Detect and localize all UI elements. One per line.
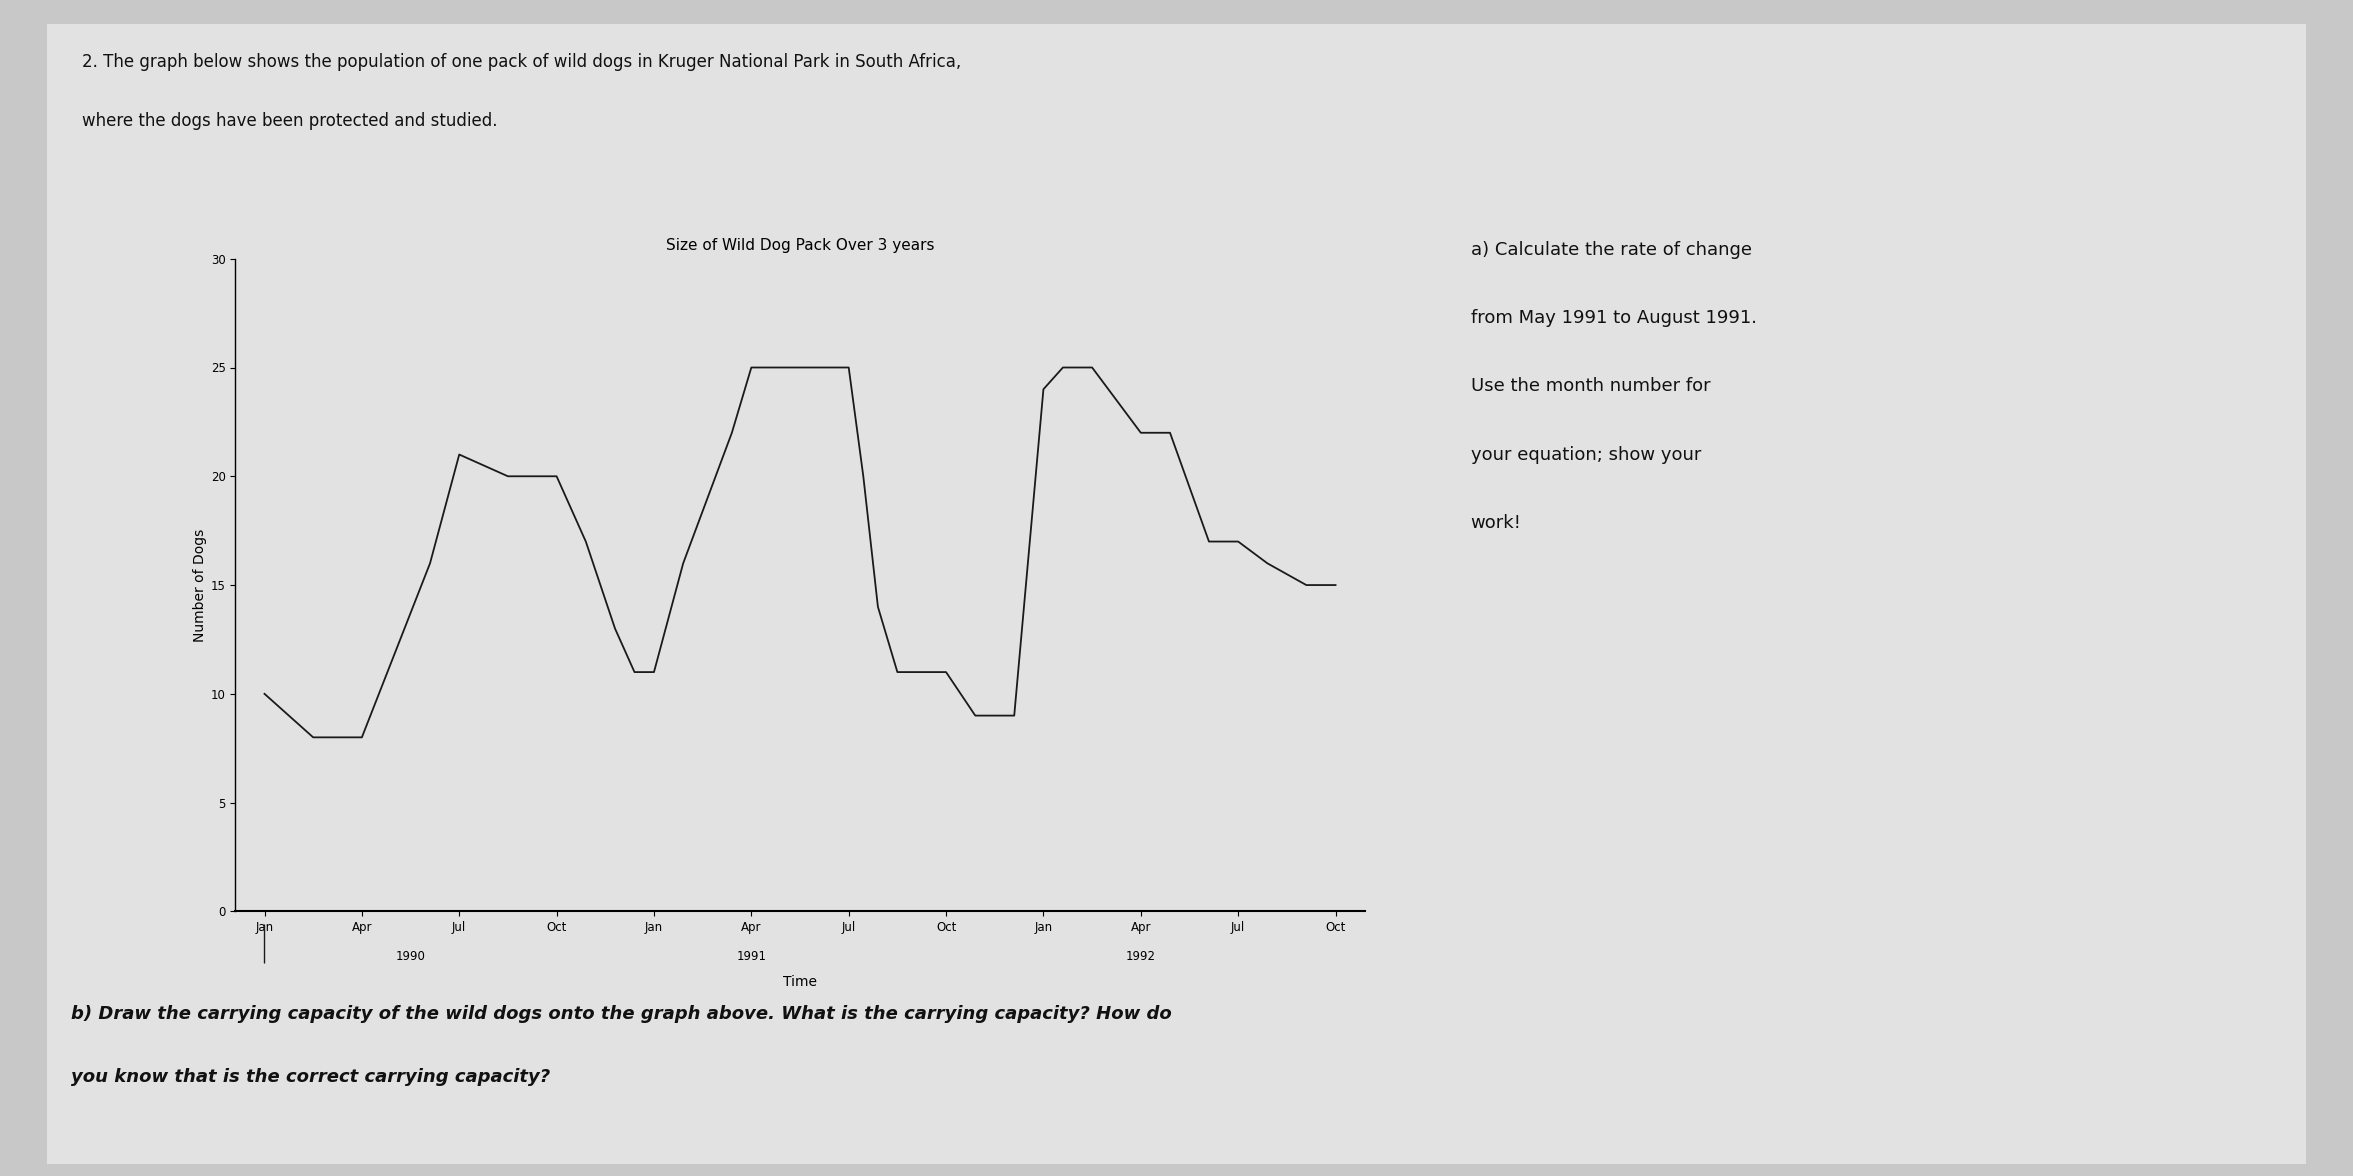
Y-axis label: Number of Dogs: Number of Dogs [193, 528, 207, 642]
Text: you know that is the correct carrying capacity?: you know that is the correct carrying ca… [71, 1068, 551, 1085]
Text: from May 1991 to August 1991.: from May 1991 to August 1991. [1471, 309, 1758, 327]
Text: work!: work! [1471, 514, 1522, 532]
Text: a) Calculate the rate of change: a) Calculate the rate of change [1471, 241, 1751, 259]
Text: b) Draw the carrying capacity of the wild dogs onto the graph above. What is the: b) Draw the carrying capacity of the wil… [71, 1005, 1172, 1023]
Text: Time: Time [784, 975, 816, 989]
Title: Size of Wild Dog Pack Over 3 years: Size of Wild Dog Pack Over 3 years [666, 239, 934, 253]
Text: where the dogs have been protected and studied.: where the dogs have been protected and s… [82, 112, 499, 129]
Text: 1990: 1990 [395, 950, 426, 963]
FancyBboxPatch shape [47, 24, 2306, 1164]
Text: 1991: 1991 [736, 950, 767, 963]
Text: Use the month number for: Use the month number for [1471, 377, 1711, 395]
Text: 1992: 1992 [1125, 950, 1155, 963]
Text: your equation; show your: your equation; show your [1471, 446, 1701, 463]
Text: 2. The graph below shows the population of one pack of wild dogs in Kruger Natio: 2. The graph below shows the population … [82, 53, 962, 71]
